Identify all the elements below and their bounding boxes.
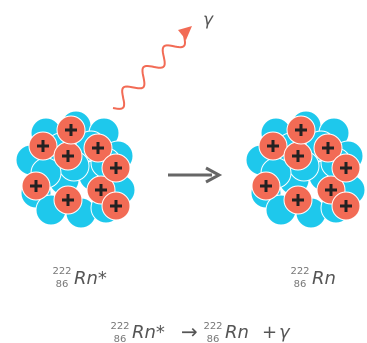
atomic-number: 86 [114,334,127,343]
atomic-number: 86 [56,279,69,290]
mass-number: 222 [52,266,71,277]
gamma-symbol: γ [279,322,291,343]
gamma-label: γ [203,10,214,30]
atomic-number: 86 [294,279,307,290]
gamma-decay-diagram: γ 222 86 Rn* 222 86 Rn 222 86 Rn* → 222 … [0,0,367,343]
mass-number: 222 [203,321,222,332]
equation-arrow: → [181,320,198,343]
gamma-arrowhead [178,26,192,40]
nucleus-symbol: Rn [312,268,336,289]
plus-sign: + [262,322,277,343]
mass-number: 222 [290,266,309,277]
nucleus-symbol: Rn [225,322,249,343]
nucleus-symbol: Rn* [132,322,165,343]
gamma-ray [113,36,185,109]
nucleus-symbol: Rn* [74,268,107,289]
ground-nucleus [246,111,365,228]
excited-nucleus [16,111,135,228]
mass-number: 222 [110,321,129,332]
atomic-number: 86 [207,334,220,343]
